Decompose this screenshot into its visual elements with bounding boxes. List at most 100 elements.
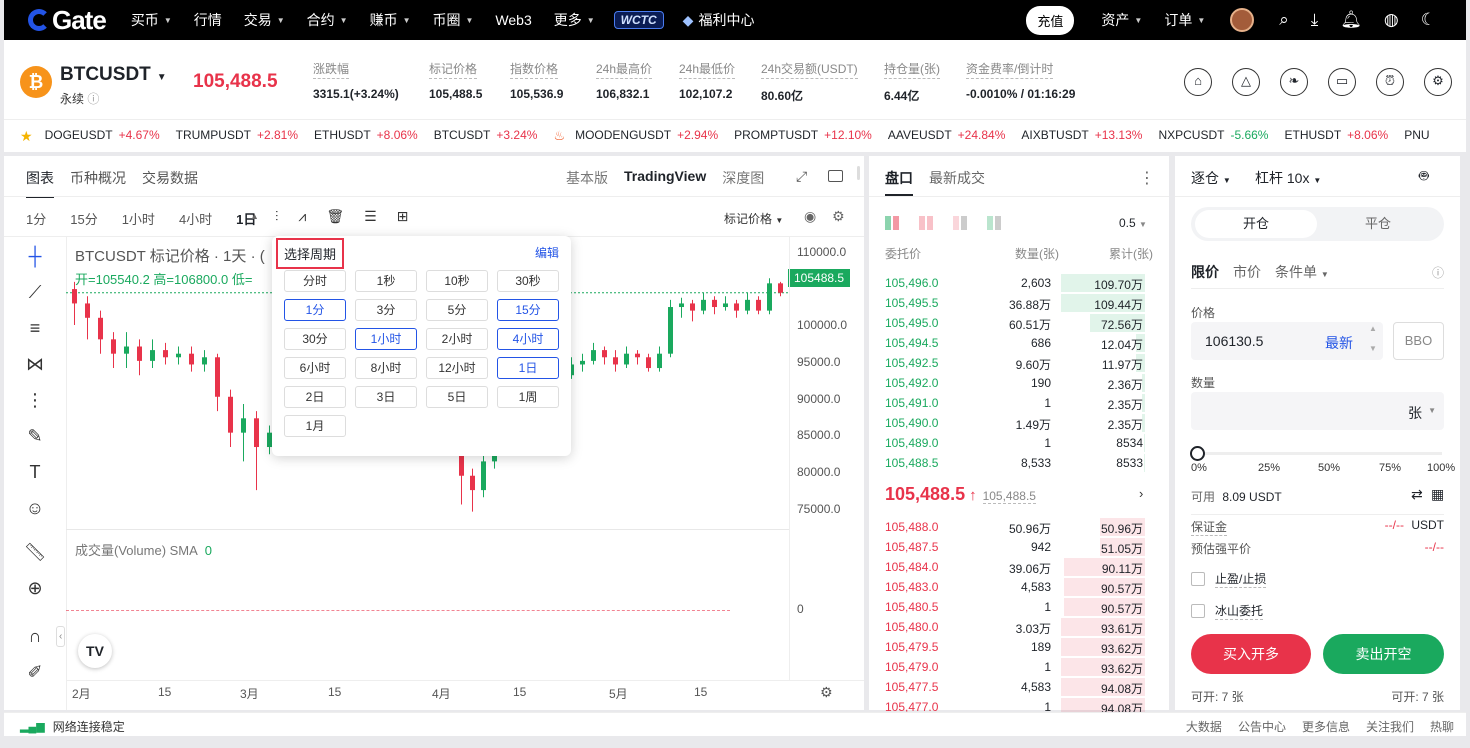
info-icon[interactable]: ⓘ (1432, 266, 1445, 280)
orderbook-row[interactable]: 105,479.5 189 93.62万 (885, 638, 1145, 656)
timeframe-option[interactable]: 6小时 (284, 357, 346, 379)
globe-icon[interactable]: ◍ (1383, 10, 1399, 29)
slider-mark[interactable]: 75% (1379, 462, 1402, 474)
ticker-item[interactable]: ETHUSDT +8.06% (1284, 128, 1389, 142)
order-type-limit[interactable]: 限价 (1191, 264, 1219, 280)
text-tool-icon[interactable]: T (29, 462, 41, 482)
timeframe-option[interactable]: 30秒 (497, 270, 559, 292)
timeframe-option[interactable]: 分时 (284, 270, 346, 292)
ruler-icon[interactable]: 📏︎ (23, 542, 47, 562)
chart-tab[interactable]: 币种概况 (70, 170, 126, 186)
asks-only-icon[interactable] (953, 216, 967, 230)
ticker-item[interactable]: NXPCUSDT -5.66% (1158, 128, 1269, 142)
warning-icon[interactable]: △ (1232, 68, 1260, 96)
chart-tab[interactable]: 交易数据 (142, 170, 198, 186)
orderbook-row[interactable]: 105,495.5 36.88万 109.44万 (885, 294, 1145, 312)
channel-icon[interactable]: ≡ (29, 318, 41, 338)
collapse-toolbar-button[interactable]: ‹ (56, 626, 66, 647)
qty-slider[interactable] (1197, 452, 1442, 455)
nav-item[interactable]: 合约 ▼ (306, 12, 348, 28)
crosshair-icon[interactable]: ┼ (28, 246, 42, 266)
bbo-button[interactable]: BBO (1393, 322, 1444, 360)
camera-icon[interactable]: ◉ (804, 208, 817, 224)
candle-type-icon[interactable]: ⫶ (274, 208, 279, 224)
grid-icon[interactable]: ⊞ (396, 208, 409, 224)
interval-button[interactable]: 1日 (236, 212, 257, 227)
footer-link[interactable]: 热聊 (1429, 720, 1454, 734)
orderbook-row[interactable]: 105,492.0 190 2.36万 (885, 374, 1145, 392)
settings-icon[interactable]: ⚙ (1424, 68, 1452, 96)
interval-button[interactable]: 15分 (70, 212, 98, 227)
timeframe-option[interactable]: 1月 (284, 415, 346, 437)
gift-icon[interactable]: ⌂ (1184, 68, 1212, 96)
margin-mode-selector[interactable]: 逐仓 ▼ (1191, 170, 1231, 186)
precision-selector[interactable]: 0.5 ▼ (1119, 216, 1147, 230)
info-icon[interactable]: ⓘ (87, 92, 100, 106)
timeframe-option[interactable]: 1秒 (355, 270, 417, 292)
timeframe-option[interactable]: 10秒 (426, 270, 488, 292)
footer-link[interactable]: 大数据 (1185, 720, 1222, 734)
timeframe-option[interactable]: 15分 (497, 299, 559, 321)
timeframe-option[interactable]: 30分 (284, 328, 346, 350)
unit-selector[interactable]: 张 (1408, 405, 1422, 421)
fullscreen-icon[interactable]: ⤢ (796, 168, 808, 184)
moon-icon[interactable]: ☾ (1420, 10, 1436, 29)
ticker-item[interactable]: PROMPTUSDT +12.10% (734, 128, 872, 142)
nav-item[interactable]: 行情 (193, 12, 222, 28)
orderbook-row[interactable]: 105,477.5 4,583 94.08万 (885, 678, 1145, 696)
nav-item[interactable]: 更多 ▼ (553, 12, 595, 28)
open-tab[interactable]: 开仓 (1195, 210, 1317, 238)
download-icon[interactable]: ⤓ (1310, 10, 1319, 29)
timeframe-option[interactable]: 2日 (284, 386, 346, 408)
nav-item[interactable]: Web3 (495, 12, 532, 28)
ticker-item[interactable]: PNU (1404, 128, 1430, 142)
chart-view-tab[interactable]: TradingView (624, 168, 707, 184)
timeframe-option[interactable]: 3分 (355, 299, 417, 321)
ticket-icon[interactable]: ▭ (1328, 68, 1356, 96)
gate-logo[interactable]: Gate (28, 5, 107, 36)
nav-item[interactable]: 买币 ▼ (130, 12, 172, 28)
orderbook-row[interactable]: 105,495.0 60.51万 72.56万 (885, 314, 1145, 332)
orderbook-row[interactable]: 105,479.0 1 93.62万 (885, 658, 1145, 676)
price-input[interactable]: 106130.5 最新 ▲ ▼ (1191, 322, 1383, 360)
search-icon[interactable]: ⌕ (1279, 10, 1289, 29)
chart-settings-icon[interactable]: ⚙ (832, 208, 845, 224)
interval-button[interactable]: 1小时 (121, 212, 155, 227)
timeframe-option[interactable]: 1分 (284, 299, 346, 321)
sell-short-button[interactable]: 卖出开空 (1323, 634, 1444, 674)
tradingview-logo[interactable]: TV (78, 634, 112, 668)
orderbook-row[interactable]: 105,480.0 3.03万 93.61万 (885, 618, 1145, 636)
slider-mark[interactable]: 100% (1427, 462, 1456, 474)
mid-price-row[interactable]: 105,488.5 ↑ 105,488.5 (885, 484, 1036, 504)
quantity-input[interactable]: 张 ▼ (1191, 392, 1444, 430)
slider-mark[interactable]: 50% (1318, 462, 1341, 474)
scrollbar[interactable] (857, 166, 860, 180)
stepper-down[interactable]: ▼ (1369, 344, 1377, 353)
calculator-icon[interactable]: ▦ (1431, 486, 1445, 502)
ticker-item[interactable]: MOODENGUSDT +2.94% (575, 128, 719, 142)
interval-button[interactable]: 1分 (26, 212, 47, 227)
leaf-icon[interactable]: ❧ (1280, 68, 1308, 96)
footer-link[interactable]: 公告中心 (1237, 720, 1286, 734)
ticker-item[interactable]: AAVEUSDT +24.84% (887, 128, 1006, 142)
green-mode-icon[interactable] (987, 216, 1001, 230)
orderbook-row[interactable]: 105,490.0 1.49万 2.35万 (885, 414, 1145, 432)
star-icon[interactable]: ★ (20, 127, 33, 144)
chart-view-tab[interactable]: 基本版 (566, 170, 608, 186)
chevron-right-icon[interactable]: › (1139, 486, 1144, 501)
nav-item[interactable]: 交易 ▼ (243, 12, 285, 28)
orderbook-row[interactable]: 105,487.5 942 51.05万 (885, 538, 1145, 556)
orderbook-row[interactable]: 105,496.0 2,603 109.70万 (885, 274, 1145, 292)
timeframe-option[interactable]: 1小时 (355, 328, 417, 350)
timeframe-option[interactable]: 2小时 (426, 328, 488, 350)
ticker-item[interactable]: ETHUSDT +8.06% (314, 128, 418, 142)
chevron-down-icon[interactable]: ▼ (1428, 406, 1436, 415)
orderbook-row[interactable]: 105,484.0 39.06万 90.11万 (885, 558, 1145, 576)
nav-item[interactable]: 赚币 ▼ (369, 12, 411, 28)
timeframe-option[interactable]: 1周 (497, 386, 559, 408)
leverage-selector[interactable]: 杠杆 10x ▼ (1255, 170, 1322, 186)
list-icon[interactable]: ☰ (364, 208, 377, 224)
slider-handle[interactable] (1190, 446, 1205, 461)
transfer-icon[interactable]: ⇄ (1411, 486, 1423, 502)
alarm-icon[interactable]: ⏰︎ (1376, 68, 1404, 96)
